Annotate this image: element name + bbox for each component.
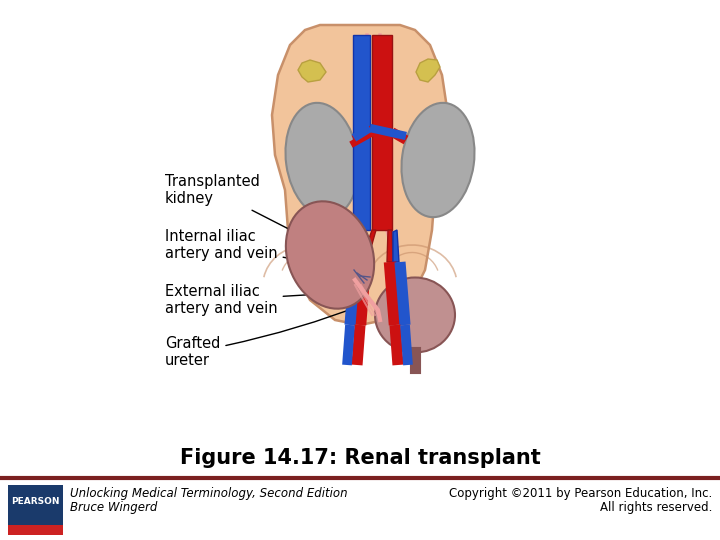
Bar [8, 525, 63, 535]
Polygon shape [372, 35, 392, 230]
Polygon shape [393, 230, 399, 262]
Text: Internal iliac
artery and vein: Internal iliac artery and vein [165, 229, 354, 273]
Text: Grafted
ureter: Grafted ureter [165, 303, 366, 368]
Text: PEARSON: PEARSON [12, 497, 60, 507]
Polygon shape [272, 25, 448, 325]
Polygon shape [298, 60, 326, 82]
Text: Transplanted
kidney: Transplanted kidney [165, 174, 316, 243]
Text: Copyright ©2011 by Pearson Education, Inc.: Copyright ©2011 by Pearson Education, In… [449, 488, 712, 501]
Text: Bruce Wingerd: Bruce Wingerd [70, 502, 158, 515]
Ellipse shape [285, 103, 359, 217]
Polygon shape [416, 59, 440, 82]
Ellipse shape [402, 103, 474, 217]
Text: External iliac
artery and vein: External iliac artery and vein [165, 284, 351, 316]
Polygon shape [361, 230, 376, 262]
Ellipse shape [286, 201, 374, 309]
Bar [8, 485, 63, 535]
Ellipse shape [375, 278, 455, 353]
Text: All rights reserved.: All rights reserved. [600, 502, 712, 515]
Polygon shape [353, 35, 370, 230]
Text: Unlocking Medical Terminology, Second Edition: Unlocking Medical Terminology, Second Ed… [70, 488, 348, 501]
Polygon shape [387, 230, 393, 262]
Polygon shape [353, 230, 361, 262]
Text: Figure 14.17: Renal transplant: Figure 14.17: Renal transplant [179, 448, 541, 468]
